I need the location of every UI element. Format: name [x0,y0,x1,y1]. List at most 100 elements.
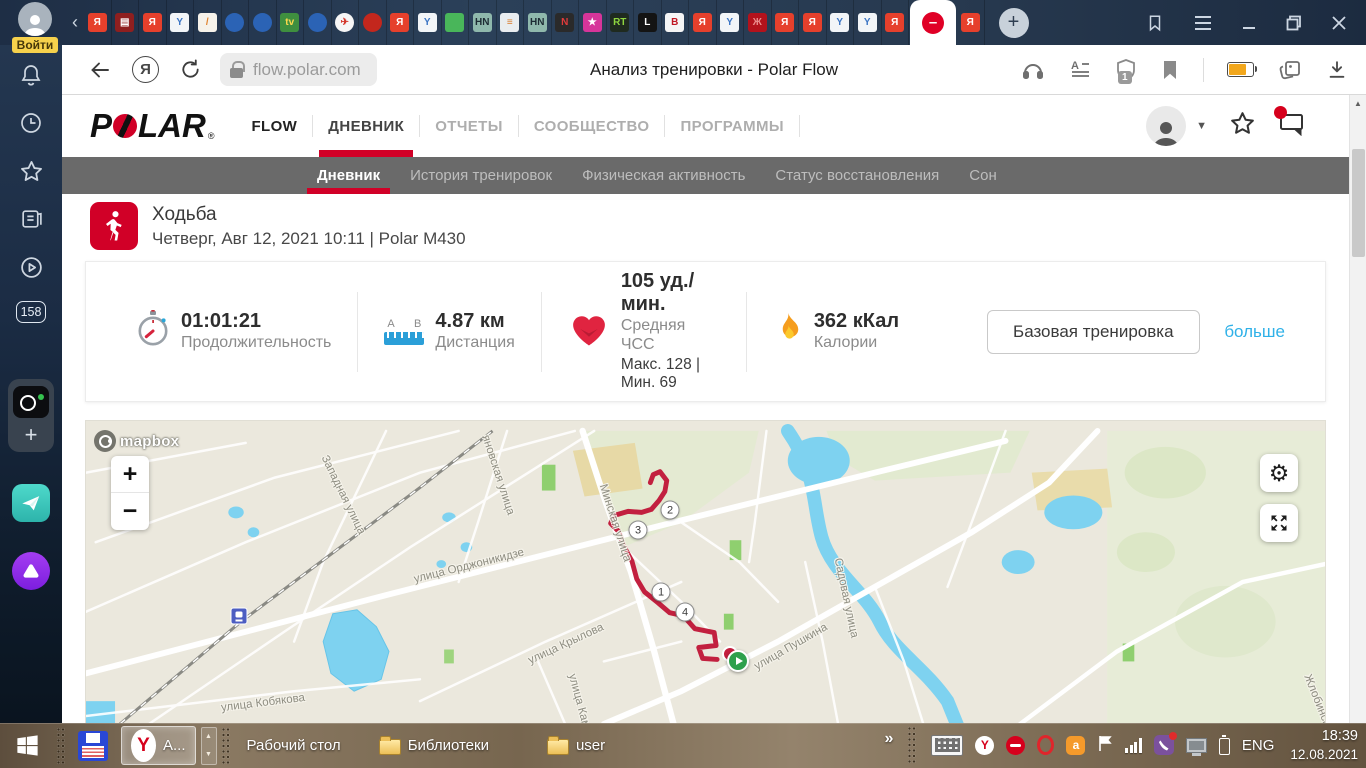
reader-mode-icon[interactable]: A [1068,58,1092,82]
new-tab-button[interactable]: + [998,7,1029,38]
browser-tab[interactable]: Я [882,0,909,45]
browser-tab[interactable]: Y [717,0,744,45]
menu-icon[interactable] [1194,15,1212,31]
browser-tab[interactable]: ▤ [112,0,139,45]
address-bar[interactable]: flow.polar.com [220,53,377,86]
browser-tab[interactable]: Y [414,0,442,45]
browser-tab[interactable] [249,0,277,45]
browser-tab[interactable]: Я [689,0,717,45]
feedback-chat-icon[interactable] [1274,106,1305,141]
browser-tab[interactable]: tv [277,0,304,45]
bookmarks-star-icon[interactable] [17,157,45,185]
tray-alice-icon[interactable]: a [1066,735,1086,755]
browser-tab-active[interactable]: – [910,0,956,45]
start-button[interactable] [0,723,54,768]
video-play-icon[interactable] [17,253,45,281]
nav-diary[interactable]: ДНЕВНИК [313,95,419,157]
bookmark-flag-icon[interactable] [1160,59,1180,81]
nav-programs[interactable]: ПРОГРАММЫ [680,117,784,135]
browser-tab[interactable]: Я [957,0,985,45]
scrollbar-up-arrow[interactable]: ▲ [1354,98,1362,108]
subnav-recovery-status[interactable]: Статус восстановления [775,167,940,184]
browser-tab[interactable]: / [194,0,222,45]
libraries-toolbar[interactable]: Библиотеки [378,735,489,755]
tray-yandex-disk-icon[interactable] [1006,735,1026,755]
zoom-in-button[interactable]: + [111,456,149,493]
map-fullscreen-icon[interactable] [1260,504,1298,542]
scrollbar-thumb[interactable] [1352,149,1365,257]
tray-flag-icon[interactable] [1097,734,1113,757]
back-button[interactable] [88,58,112,82]
taskbar-scroll-spinner[interactable]: ▲ ▼ [200,726,217,765]
articles-icon[interactable] [17,205,45,233]
browser-tab[interactable]: ✈ [332,0,359,45]
browser-tab[interactable] [304,0,332,45]
tray-display-icon[interactable] [1185,737,1207,756]
language-indicator[interactable]: ENG [1241,736,1275,754]
tray-viber-icon[interactable] [1153,732,1177,756]
yandex-home-button[interactable]: Я [132,56,159,83]
messenger-icon[interactable] [12,484,50,522]
training-benefit-button[interactable]: Базовая тренировка [987,309,1200,354]
close-button[interactable] [1332,15,1346,30]
tab-panel-icon[interactable] [1146,14,1164,32]
downloads-icon[interactable] [1326,58,1348,81]
browser-tab[interactable]: Я [139,0,167,45]
notifications-bell-icon[interactable] [17,61,45,89]
zoom-out-button[interactable]: − [122,497,138,525]
tray-yandex-icon[interactable]: Y [975,735,995,755]
toolbar-overflow-chevron[interactable]: » [884,730,894,748]
subnav-sleep[interactable]: Сон [969,167,997,184]
browser-tab[interactable]: Y [167,0,194,45]
browser-tab[interactable]: Y [827,0,854,45]
favorites-star-icon[interactable] [1229,110,1256,142]
browser-tab[interactable]: Я [387,0,414,45]
map-settings-gear-icon[interactable]: ⚙ [1260,454,1298,492]
browser-profile-login[interactable]: Войти [10,2,60,54]
history-clock-icon[interactable] [17,109,45,137]
avatar-dropdown-caret[interactable]: ▼ [1196,120,1207,132]
route-map[interactable]: mapbox + − ⚙ 2 3 1 4 Западная улица яновская … [85,420,1326,723]
mapbox-attribution[interactable]: mapbox [94,430,179,452]
maximize-button[interactable] [1286,15,1302,31]
browser-tab[interactable]: Ж [744,0,772,45]
browser-tab[interactable] [442,0,469,45]
browser-tab[interactable]: Y [854,0,882,45]
touch-keyboard-icon[interactable] [931,734,964,756]
taskbar-clock[interactable]: 18:39 12.08.2021 [1290,727,1358,763]
browser-tab[interactable]: Я [84,0,112,45]
browser-tab[interactable]: Я [772,0,799,45]
browser-tab[interactable]: RT [607,0,634,45]
alice-assistant-icon[interactable] [12,552,50,590]
battery-icon[interactable] [1227,62,1257,77]
subnav-training-history[interactable]: История тренировок [410,167,553,184]
reload-button[interactable] [179,58,202,81]
pinned-app-icon[interactable] [78,730,108,761]
nav-community[interactable]: СООБЩЕСТВО [533,117,650,135]
camera-thumbnail-icon[interactable] [13,386,49,418]
nav-reports[interactable]: ОТЧЕТЫ [435,117,503,135]
page-scrollbar[interactable]: ▲ [1349,95,1366,723]
browser-tab[interactable]: HN [524,0,552,45]
tray-opera-icon[interactable] [1037,735,1055,756]
tab-scroll-left-icon[interactable]: ‹ [72,12,78,32]
more-link[interactable]: больше [1224,321,1285,341]
desktop-toolbar-label[interactable]: Рабочий стол [246,737,341,754]
audio-headphones-icon[interactable] [1021,58,1045,82]
nav-flow[interactable]: FLOW [251,117,298,135]
tray-network-icon[interactable] [1125,737,1142,754]
subnav-physical-activity[interactable]: Физическая активность [582,167,746,184]
browser-tab[interactable]: N [552,0,579,45]
user-toolbar[interactable]: user [546,735,605,755]
browser-tab[interactable]: В [662,0,689,45]
browser-tab[interactable]: ≡ [497,0,524,45]
browser-tab[interactable]: HN [469,0,497,45]
collections-icon[interactable] [1277,58,1303,82]
protect-shield-icon[interactable]: 1 [1115,58,1137,84]
active-task-yandex-browser[interactable]: Y А... [121,726,196,765]
user-avatar[interactable] [1146,106,1187,146]
browser-tab[interactable]: L [634,0,662,45]
browser-tab[interactable] [222,0,249,45]
subnav-diary[interactable]: Дневник [302,157,395,194]
polar-logo[interactable]: P LAR ® [90,107,215,144]
